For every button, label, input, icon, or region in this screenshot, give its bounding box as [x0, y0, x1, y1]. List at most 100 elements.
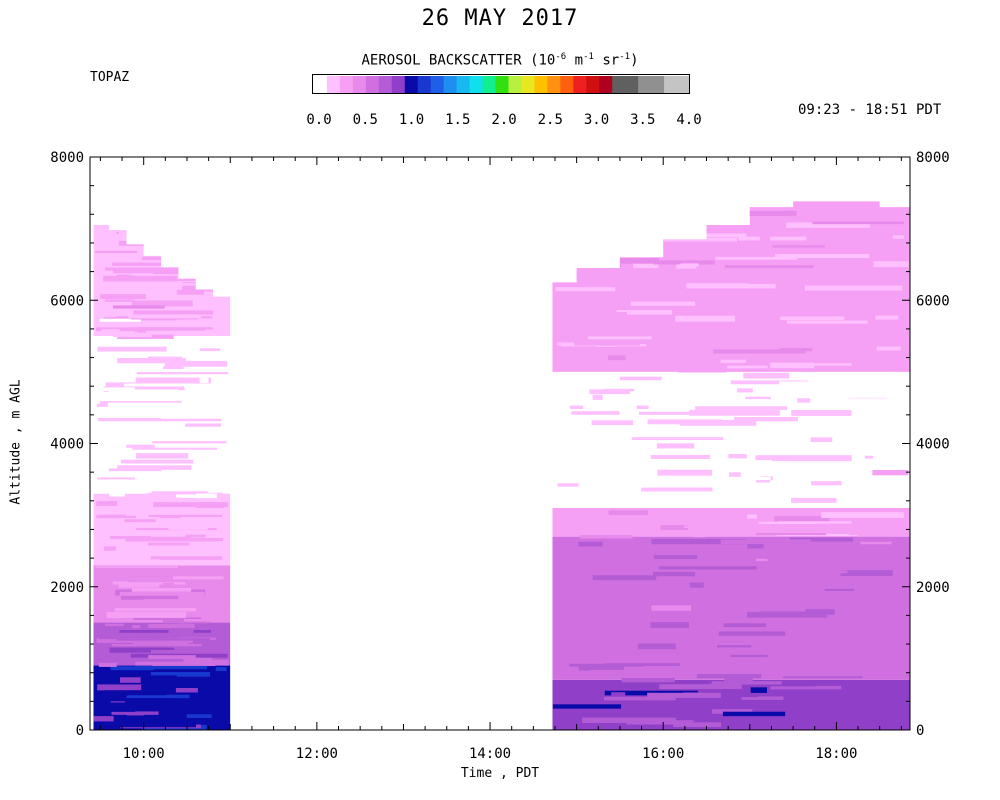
heatmap-streak	[848, 529, 882, 536]
heatmap-streak	[95, 250, 138, 254]
heatmap-streak	[617, 560, 695, 566]
heatmap-streak	[624, 480, 691, 486]
heatmap-streak	[860, 541, 892, 545]
heatmap-streak	[141, 675, 177, 680]
colorbar-tick-label: 2.5	[537, 112, 563, 128]
heatmap-streak	[99, 425, 139, 430]
y-tick-label-right: 6000	[916, 293, 950, 309]
heatmap-streak	[778, 381, 810, 386]
heatmap-streak	[571, 456, 632, 463]
heatmap-streak	[805, 363, 852, 366]
heatmap-streak	[750, 687, 767, 693]
heatmap-streak	[113, 721, 197, 728]
heatmap-streak	[111, 262, 206, 266]
heatmap-streak	[148, 514, 222, 517]
heatmap-streak	[755, 558, 768, 562]
heatmap-streak	[673, 722, 722, 727]
heatmap-streak	[153, 502, 229, 508]
heatmap-streak	[653, 260, 715, 265]
heatmap-streak	[626, 230, 721, 233]
heatmap-streak	[552, 704, 622, 709]
heatmap-streak	[179, 314, 199, 317]
heatmap-streak	[97, 509, 156, 512]
heatmap-streak	[689, 409, 780, 416]
heatmap-streak	[147, 234, 207, 239]
heatmap-streak	[709, 683, 735, 689]
heatmap-streak	[753, 401, 798, 405]
heatmap-streak	[111, 711, 159, 715]
heatmap-streak	[215, 667, 227, 672]
heatmap-streak	[132, 447, 218, 450]
heatmap-streak	[824, 588, 854, 591]
colorbar-swatch	[573, 76, 587, 93]
heatmap-streak	[598, 647, 619, 652]
heatmap-streak	[103, 275, 178, 282]
heatmap-streak	[148, 542, 190, 546]
chart-title: 26 MAY 2017	[421, 6, 579, 31]
heatmap-streak	[695, 406, 788, 410]
heatmap-streak	[603, 696, 676, 701]
heatmap-streak	[110, 666, 155, 671]
heatmap-streak	[728, 454, 747, 459]
heatmap-streak	[747, 281, 845, 284]
heatmap-streak	[819, 376, 859, 381]
heatmap-streak	[823, 524, 855, 530]
heatmap-streak	[96, 501, 118, 506]
colorbar-swatch	[547, 76, 561, 93]
x-axis-label: Time , PDT	[460, 766, 540, 781]
heatmap-streak	[132, 640, 189, 645]
heatmap-streak	[131, 238, 191, 241]
heatmap-streak	[727, 365, 768, 369]
heatmap-streak	[569, 417, 589, 423]
heatmap-streak	[796, 628, 893, 634]
heatmap-streak	[557, 342, 574, 346]
heatmap-streak	[724, 289, 795, 295]
heatmap-streak	[657, 469, 712, 476]
heatmap-streak	[791, 497, 837, 503]
heatmap-streak	[562, 321, 597, 325]
time-range-label: 09:23 - 18:51 PDT	[798, 102, 942, 118]
heatmap-streak	[132, 397, 223, 401]
heatmap-streak	[556, 690, 607, 695]
heatmap-streak	[770, 362, 815, 369]
heatmap-streak	[783, 676, 863, 679]
colorbar-swatch	[430, 76, 445, 93]
heatmap-streak	[119, 677, 141, 683]
heatmap-streak	[107, 599, 124, 606]
heatmap-streak	[676, 264, 697, 269]
heatmap-streak	[184, 383, 197, 389]
heatmap-streak	[732, 642, 797, 647]
heatmap-streak	[741, 240, 759, 247]
x-tick-label: 14:00	[469, 746, 511, 762]
heatmap-streak	[614, 383, 637, 388]
x-tick-label: 18:00	[815, 746, 857, 762]
heatmap-streak	[99, 318, 141, 323]
heatmap-streak	[783, 268, 874, 271]
heatmap-streak	[119, 536, 192, 542]
heatmap-streak	[715, 256, 797, 260]
heatmap-streak	[724, 265, 814, 269]
heatmap-streak	[103, 507, 141, 512]
heatmap-streak	[656, 443, 695, 449]
colorbar-swatch	[365, 76, 380, 93]
heatmap-streak	[135, 665, 208, 670]
x-tick-label: 16:00	[642, 746, 684, 762]
heatmap-streak	[876, 346, 901, 351]
heatmap-streak	[120, 459, 194, 464]
heatmap-streak	[786, 320, 868, 324]
heatmap-streak	[103, 386, 186, 392]
heatmap-streak	[711, 681, 782, 685]
heatmap-segment	[93, 225, 231, 730]
heatmap-streak	[131, 300, 193, 307]
heatmap-streak	[111, 643, 202, 647]
colorbar-swatch	[469, 76, 484, 93]
heatmap-streak	[99, 570, 123, 577]
y-tick-label-left: 8000	[50, 150, 84, 166]
heatmap-streak	[600, 671, 650, 675]
y-axis-label: Altitude , m AGL	[8, 379, 24, 505]
heatmap-streak	[751, 641, 763, 647]
heatmap-streak	[827, 428, 884, 432]
heatmap-streak	[641, 487, 713, 492]
heatmap-streak	[185, 423, 221, 427]
heatmap-streak	[817, 417, 843, 423]
